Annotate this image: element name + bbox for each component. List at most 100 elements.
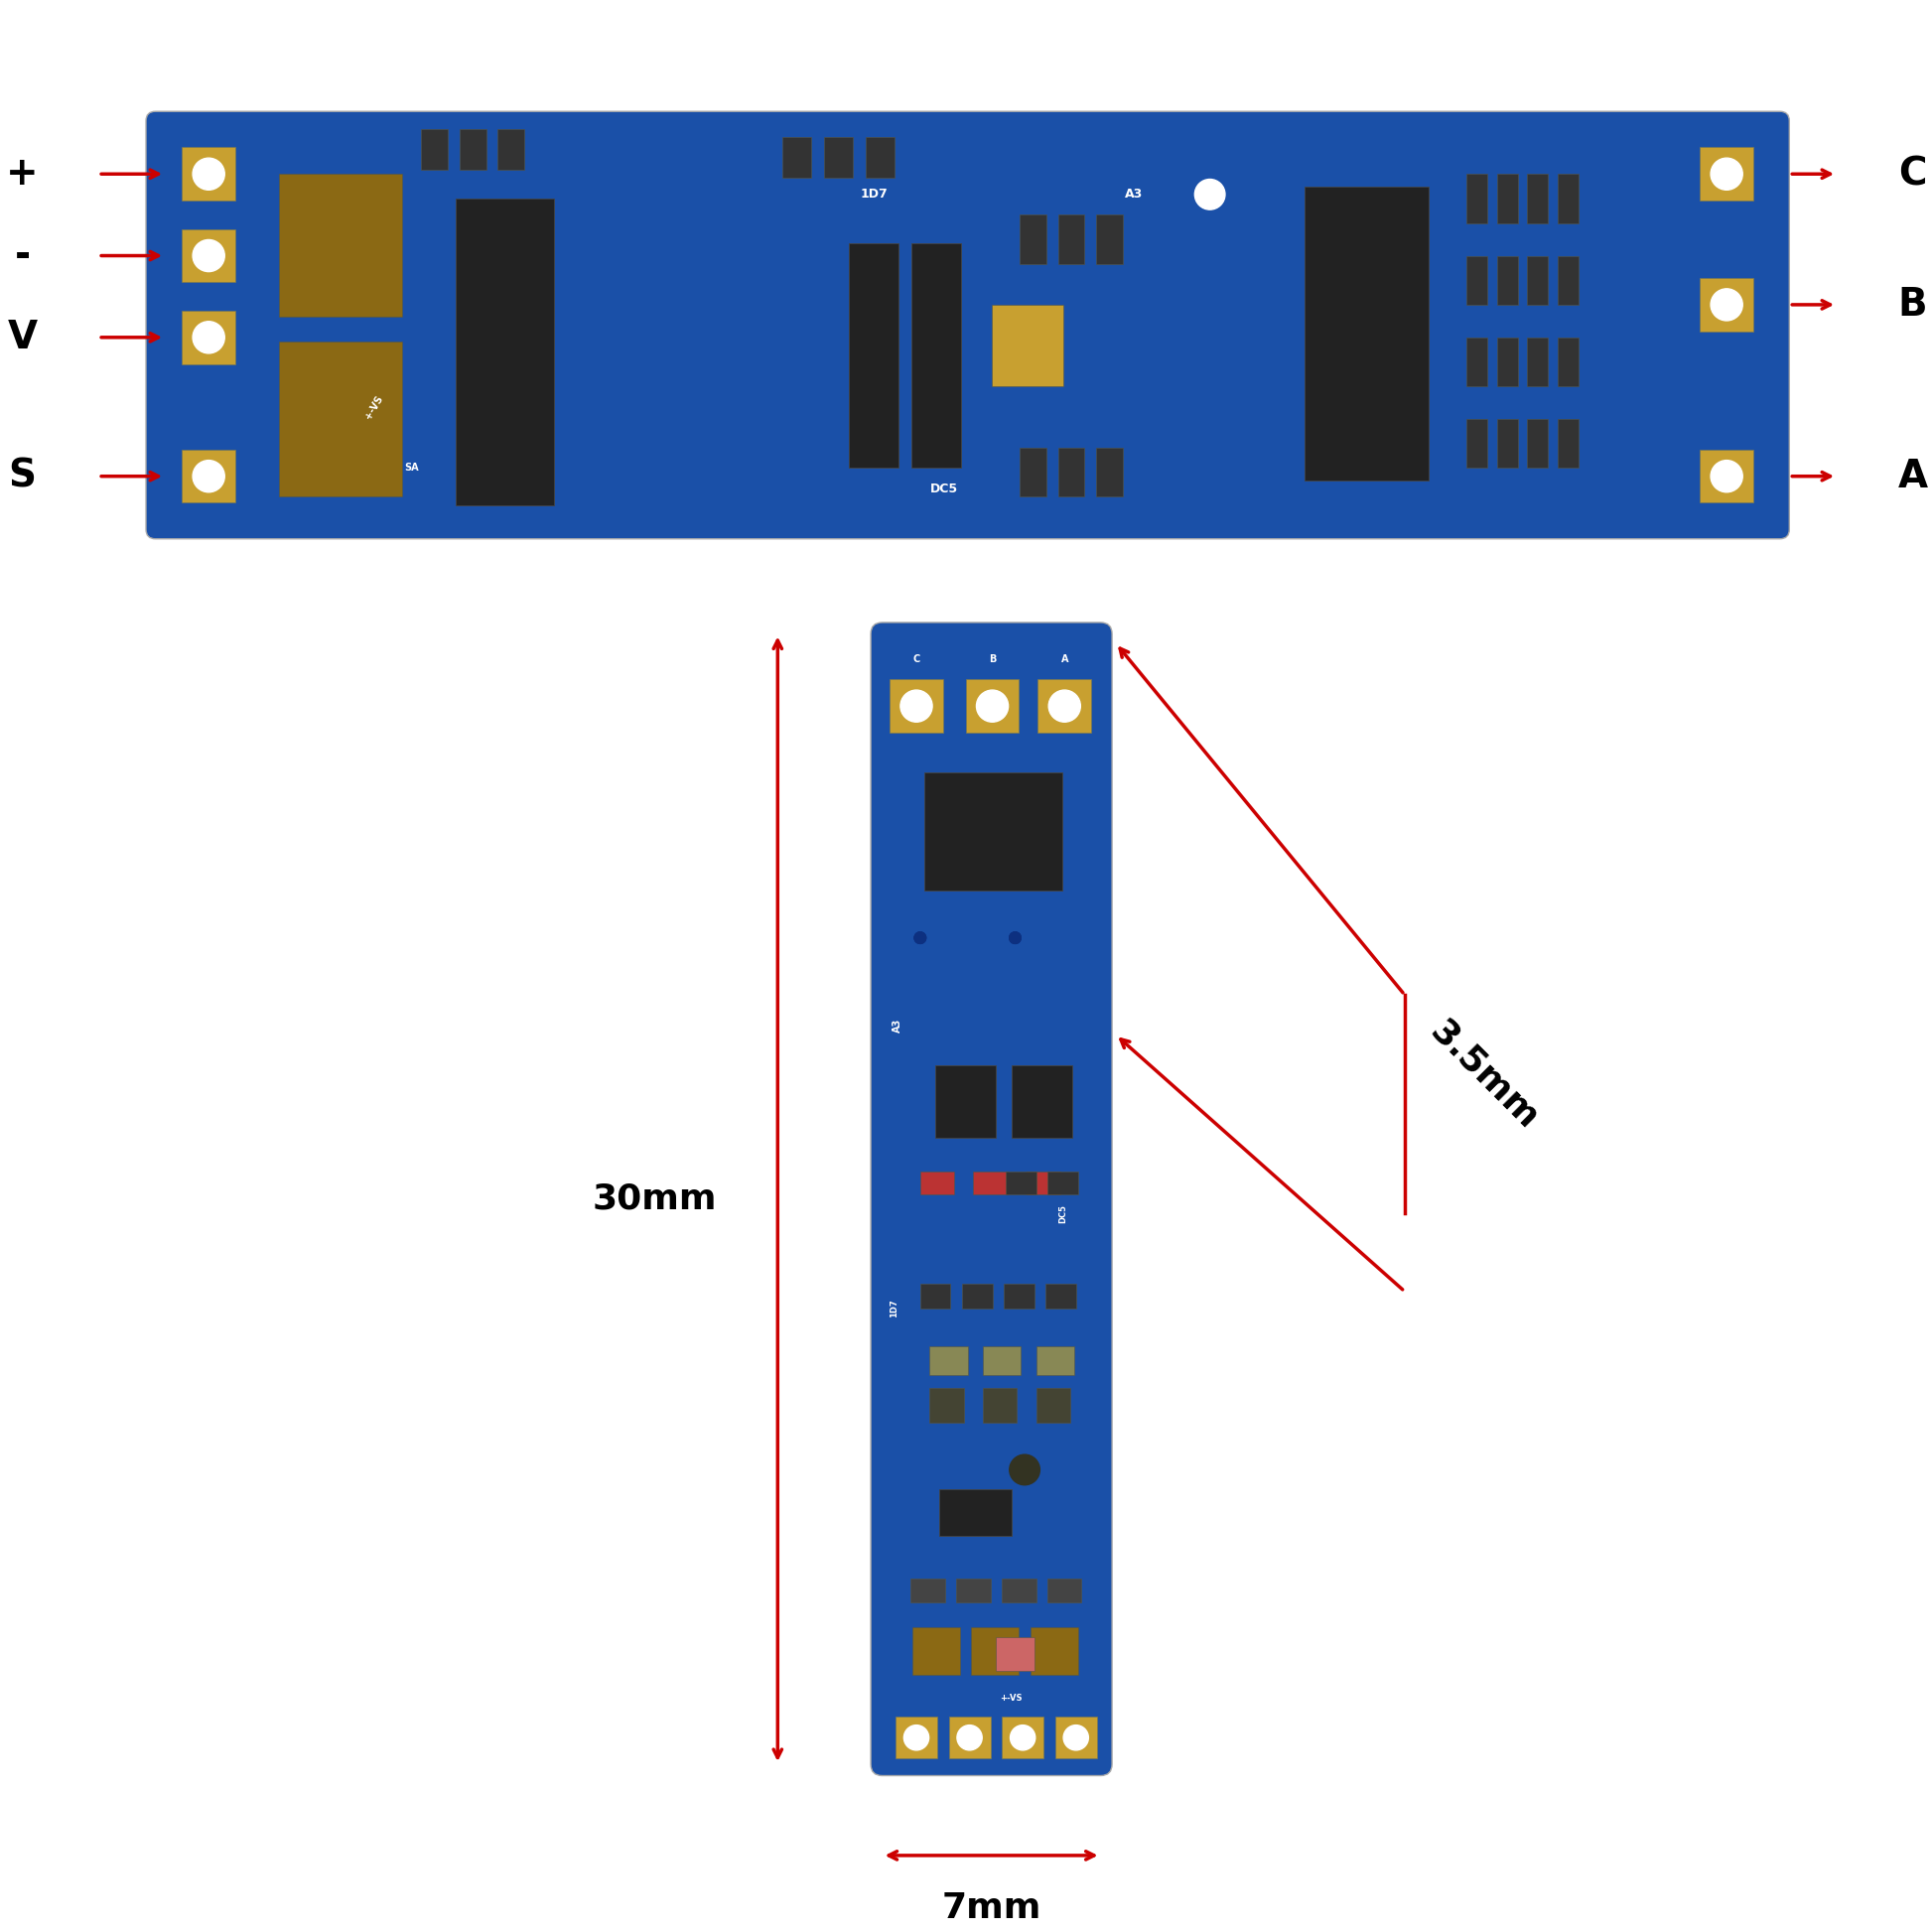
Bar bbox=[278, 342, 402, 497]
Text: DC5: DC5 bbox=[1059, 1204, 1066, 1223]
Text: S: S bbox=[8, 458, 37, 495]
Bar bbox=[1700, 147, 1752, 201]
Text: C: C bbox=[912, 655, 920, 665]
Text: +-VS: +-VS bbox=[363, 392, 384, 421]
Bar bbox=[983, 1347, 1020, 1376]
Bar bbox=[929, 1387, 964, 1422]
Bar bbox=[1497, 338, 1519, 386]
Bar bbox=[1037, 680, 1092, 732]
Bar bbox=[1497, 174, 1519, 222]
Bar bbox=[1095, 214, 1122, 265]
Bar bbox=[910, 1578, 945, 1604]
Bar bbox=[974, 1171, 1009, 1194]
Bar bbox=[1526, 174, 1548, 222]
Bar bbox=[1557, 255, 1578, 305]
Text: B: B bbox=[1897, 286, 1928, 323]
Bar bbox=[895, 1718, 937, 1758]
Bar bbox=[991, 305, 1065, 386]
Bar bbox=[929, 1347, 968, 1376]
Bar bbox=[1497, 419, 1519, 468]
Circle shape bbox=[956, 1725, 981, 1750]
Circle shape bbox=[976, 690, 1009, 723]
Bar bbox=[1026, 1171, 1061, 1194]
Bar bbox=[182, 311, 236, 363]
FancyBboxPatch shape bbox=[147, 112, 1789, 539]
Circle shape bbox=[1049, 690, 1080, 723]
Bar bbox=[923, 773, 1063, 891]
Text: A3: A3 bbox=[893, 1018, 902, 1034]
Bar bbox=[1030, 1627, 1078, 1675]
Bar bbox=[1020, 214, 1047, 265]
Bar bbox=[1036, 1387, 1070, 1422]
Circle shape bbox=[914, 931, 925, 943]
Text: 1D7: 1D7 bbox=[860, 187, 887, 201]
Circle shape bbox=[1710, 158, 1743, 189]
Bar bbox=[912, 1627, 960, 1675]
Bar bbox=[278, 174, 402, 317]
Bar bbox=[949, 1718, 991, 1758]
Bar bbox=[997, 1636, 1034, 1671]
Bar bbox=[920, 1283, 951, 1308]
Bar bbox=[1700, 450, 1752, 502]
Bar bbox=[162, 129, 1787, 537]
Bar bbox=[1055, 1718, 1097, 1758]
Text: B: B bbox=[989, 655, 997, 665]
Bar bbox=[983, 1387, 1016, 1422]
Circle shape bbox=[1009, 1455, 1039, 1486]
Bar bbox=[421, 129, 448, 170]
Bar bbox=[182, 450, 236, 502]
Bar bbox=[1045, 1283, 1076, 1308]
Text: C: C bbox=[1899, 155, 1926, 193]
Bar bbox=[1003, 1578, 1036, 1604]
Text: A3: A3 bbox=[1124, 187, 1144, 201]
Circle shape bbox=[904, 1725, 929, 1750]
Text: 3.5mm: 3.5mm bbox=[1424, 1014, 1546, 1136]
Bar bbox=[1047, 1171, 1078, 1194]
Bar bbox=[962, 1283, 993, 1308]
Bar bbox=[1557, 338, 1578, 386]
Circle shape bbox=[1009, 931, 1020, 943]
Text: SA: SA bbox=[404, 464, 419, 473]
Bar bbox=[1700, 278, 1752, 330]
Bar bbox=[1047, 1578, 1082, 1604]
Bar bbox=[972, 1627, 1018, 1675]
Circle shape bbox=[193, 240, 224, 272]
Bar bbox=[782, 137, 811, 178]
FancyBboxPatch shape bbox=[871, 622, 1113, 1776]
Text: -: - bbox=[14, 238, 31, 274]
Bar bbox=[497, 129, 524, 170]
Bar bbox=[1466, 419, 1488, 468]
Circle shape bbox=[193, 321, 224, 354]
Bar bbox=[1020, 448, 1047, 497]
Bar bbox=[920, 1171, 954, 1194]
Bar bbox=[182, 147, 236, 201]
Circle shape bbox=[1710, 460, 1743, 493]
Bar bbox=[1003, 1718, 1043, 1758]
Bar bbox=[456, 199, 554, 504]
Bar bbox=[848, 243, 898, 468]
Text: 7mm: 7mm bbox=[941, 1891, 1041, 1926]
Circle shape bbox=[1009, 931, 1020, 943]
Circle shape bbox=[914, 931, 925, 943]
Text: V: V bbox=[8, 319, 37, 355]
Bar bbox=[1059, 214, 1084, 265]
Bar bbox=[1557, 419, 1578, 468]
Bar bbox=[1497, 255, 1519, 305]
Bar bbox=[825, 137, 852, 178]
Circle shape bbox=[1009, 931, 1020, 943]
Bar bbox=[866, 137, 895, 178]
Bar bbox=[1466, 338, 1488, 386]
Bar bbox=[1007, 1171, 1036, 1194]
Circle shape bbox=[1063, 1725, 1088, 1750]
Bar bbox=[460, 129, 487, 170]
Bar bbox=[1526, 338, 1548, 386]
Bar bbox=[1466, 255, 1488, 305]
Text: 30mm: 30mm bbox=[591, 1182, 717, 1215]
Bar bbox=[912, 243, 960, 468]
Bar bbox=[1059, 448, 1084, 497]
Bar bbox=[1304, 185, 1428, 481]
Circle shape bbox=[1710, 288, 1743, 321]
Text: +: + bbox=[6, 155, 39, 193]
Text: +-VS: +-VS bbox=[1001, 1692, 1022, 1702]
Bar bbox=[935, 1065, 997, 1138]
